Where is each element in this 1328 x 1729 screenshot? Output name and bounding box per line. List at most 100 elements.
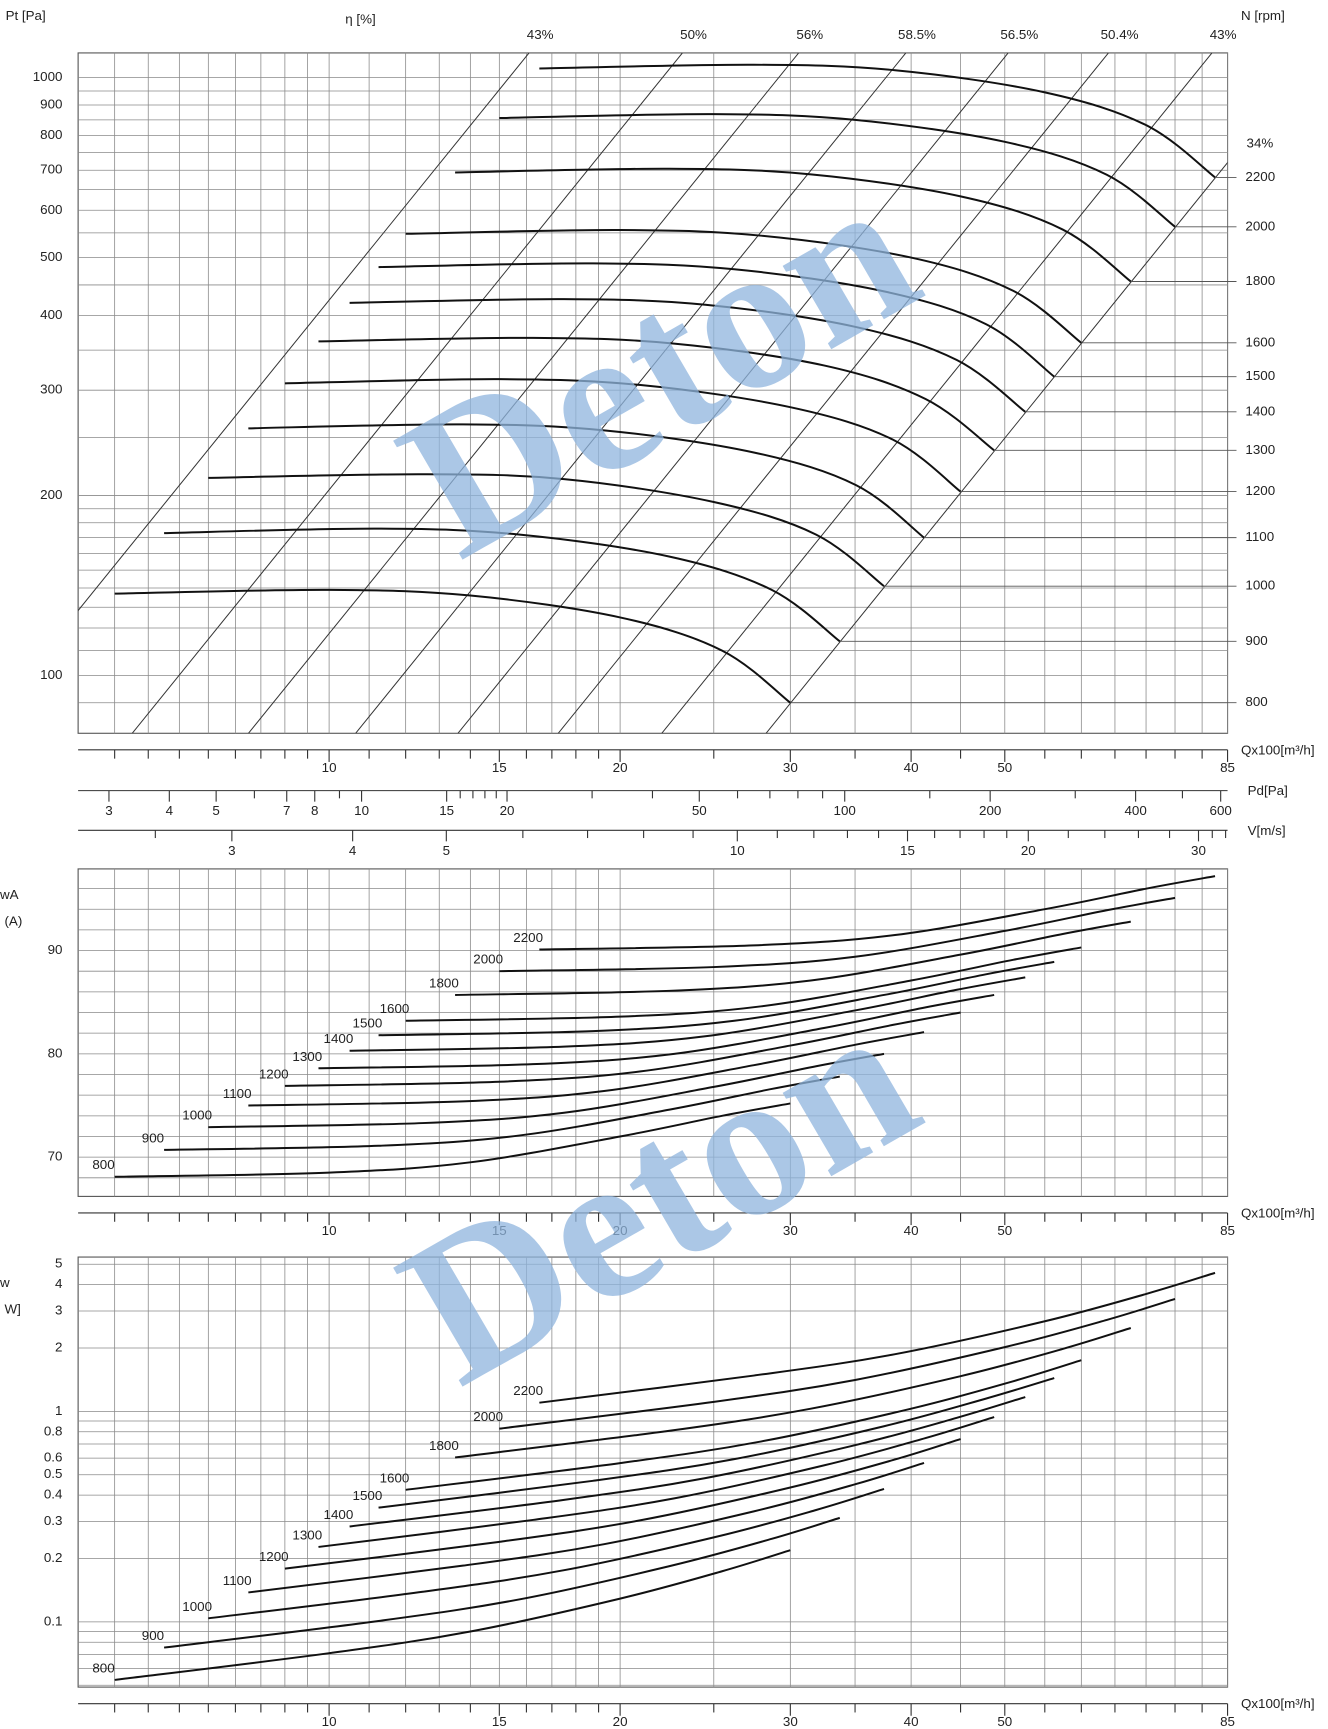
series-label: 1300 bbox=[1245, 442, 1275, 457]
x-tick-label: 20 bbox=[613, 1223, 628, 1238]
y-tick-label: 0.5 bbox=[44, 1466, 63, 1481]
tick-label: 5 bbox=[212, 803, 219, 818]
curve bbox=[539, 875, 1216, 951]
y-tick-label: 0.8 bbox=[44, 1423, 63, 1438]
x-tick-label: 15 bbox=[492, 1714, 507, 1729]
x-axis-label: Qx100[m³/h] bbox=[1241, 742, 1315, 757]
eta-label: η [%] bbox=[345, 11, 375, 26]
y-tick-label: 400 bbox=[40, 307, 62, 322]
series-label: 1400 bbox=[324, 1031, 354, 1046]
x-tick-label: 85 bbox=[1220, 760, 1235, 775]
series-label: 1300 bbox=[292, 1527, 322, 1542]
curve bbox=[164, 1075, 840, 1151]
curve bbox=[163, 1516, 841, 1649]
tick-label: 20 bbox=[500, 803, 515, 818]
curve bbox=[208, 1488, 885, 1620]
y-tick-label: 300 bbox=[40, 382, 62, 397]
series-label: 1200 bbox=[259, 1066, 289, 1081]
efficiency-label: 50% bbox=[680, 27, 707, 42]
series-label: 800 bbox=[1245, 694, 1267, 709]
curve bbox=[164, 527, 841, 643]
y-tick-label: 2 bbox=[55, 1340, 62, 1355]
x-tick-label: 40 bbox=[904, 1223, 919, 1238]
series-label: 1000 bbox=[182, 1599, 212, 1614]
series-label: 1500 bbox=[353, 1016, 383, 1031]
efficiency-line bbox=[248, 52, 800, 734]
series-label: 1600 bbox=[1245, 334, 1275, 349]
tick-label: 4 bbox=[349, 843, 356, 858]
tick-label: 200 bbox=[979, 803, 1001, 818]
curve bbox=[114, 588, 791, 704]
series-label: 1000 bbox=[182, 1108, 212, 1123]
series-label: 1200 bbox=[1245, 483, 1275, 498]
curve bbox=[318, 336, 995, 452]
y-tick-label: 0.4 bbox=[44, 1487, 63, 1502]
curve bbox=[349, 298, 1026, 413]
x-tick-label: 85 bbox=[1220, 1714, 1235, 1729]
tick-label: 5 bbox=[443, 843, 450, 858]
curve bbox=[284, 378, 962, 493]
x-tick-label: 30 bbox=[783, 1714, 798, 1729]
curve bbox=[318, 1416, 995, 1548]
y-tick-label: 80 bbox=[48, 1045, 63, 1060]
y-tick-label: 1 bbox=[55, 1403, 62, 1418]
curve bbox=[499, 896, 1176, 973]
y-tick-label: 90 bbox=[48, 942, 63, 957]
x-tick-label: 40 bbox=[904, 760, 919, 775]
tick-label: 50 bbox=[692, 803, 707, 818]
tick-label: 15 bbox=[439, 803, 454, 818]
y-tick-label: 3 bbox=[55, 1303, 62, 1318]
series-label: 900 bbox=[142, 1628, 164, 1643]
series-label: 800 bbox=[92, 1157, 114, 1172]
curve bbox=[539, 63, 1216, 179]
axis-label: Pd[Pa] bbox=[1248, 783, 1288, 798]
series-label: 1100 bbox=[1245, 529, 1274, 544]
series-label: 2200 bbox=[1245, 169, 1275, 184]
tick-label: 100 bbox=[834, 803, 856, 818]
x-tick-label: 15 bbox=[492, 760, 507, 775]
curve bbox=[318, 993, 995, 1070]
efficiency-line bbox=[765, 161, 1228, 734]
watermark: Deton bbox=[365, 959, 952, 1428]
curve bbox=[378, 960, 1055, 1037]
y-tick-label: 200 bbox=[40, 487, 62, 502]
x-tick-label: 10 bbox=[322, 760, 337, 775]
curve bbox=[114, 1102, 791, 1178]
y-tick-label: 4 bbox=[55, 1276, 62, 1291]
tick-label: 400 bbox=[1124, 803, 1146, 818]
series-label: 800 bbox=[92, 1660, 114, 1675]
curve bbox=[378, 262, 1055, 378]
tick-label: 10 bbox=[354, 803, 369, 818]
series-label: 1800 bbox=[1245, 273, 1275, 288]
tick-label: 20 bbox=[1021, 843, 1036, 858]
series-label: 900 bbox=[1245, 633, 1267, 648]
curve bbox=[499, 1298, 1176, 1430]
series-label: 1400 bbox=[324, 1507, 354, 1522]
tick-label: 10 bbox=[730, 843, 745, 858]
y-tick-label: 800 bbox=[40, 127, 62, 142]
x-tick-label: 40 bbox=[904, 1714, 919, 1729]
y-tick-label: 0.6 bbox=[44, 1450, 63, 1465]
curve bbox=[454, 1327, 1132, 1459]
y-axis-label: wA bbox=[0, 887, 19, 902]
curve bbox=[208, 473, 885, 587]
y-tick-label: 900 bbox=[40, 97, 62, 112]
x-tick-label: 85 bbox=[1220, 1223, 1235, 1238]
tick-label: 30 bbox=[1191, 843, 1206, 858]
efficiency-label: 43% bbox=[527, 27, 554, 42]
efficiency-label: 34% bbox=[1247, 135, 1274, 150]
x-axis-label: Qx100[m³/h] bbox=[1241, 1696, 1315, 1711]
tick-label: 7 bbox=[283, 803, 290, 818]
series-label: 1100 bbox=[223, 1086, 252, 1101]
x-tick-label: 50 bbox=[997, 1223, 1012, 1238]
series-label: 2200 bbox=[513, 930, 543, 945]
y-tick-label: 500 bbox=[40, 249, 62, 264]
efficiency-line bbox=[131, 52, 683, 734]
x-tick-label: 30 bbox=[783, 1223, 798, 1238]
tick-label: 4 bbox=[166, 803, 173, 818]
y-tick-label: 1000 bbox=[33, 69, 63, 84]
y-tick-label: 0.3 bbox=[44, 1513, 63, 1528]
series-label: 1500 bbox=[353, 1488, 383, 1503]
tick-label: 3 bbox=[105, 803, 112, 818]
series-label: 1100 bbox=[223, 1573, 252, 1588]
